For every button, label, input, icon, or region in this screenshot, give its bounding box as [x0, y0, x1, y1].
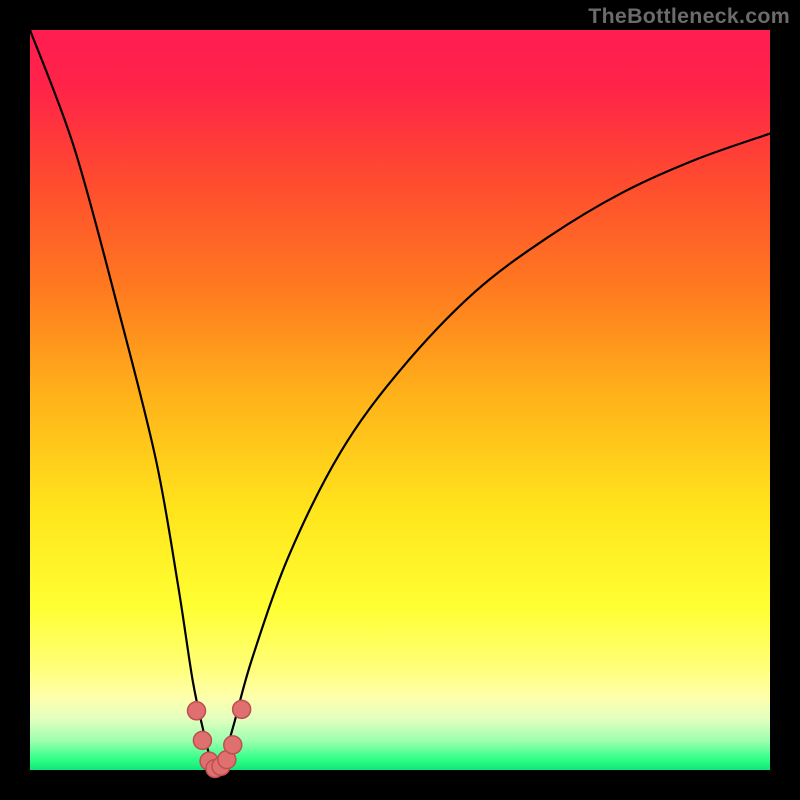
- bottleneck-chart: [0, 0, 800, 800]
- data-marker: [188, 702, 206, 720]
- data-marker: [193, 731, 211, 749]
- data-marker: [224, 736, 242, 754]
- data-marker: [233, 700, 251, 718]
- watermark: TheBottleneck.com: [588, 4, 790, 29]
